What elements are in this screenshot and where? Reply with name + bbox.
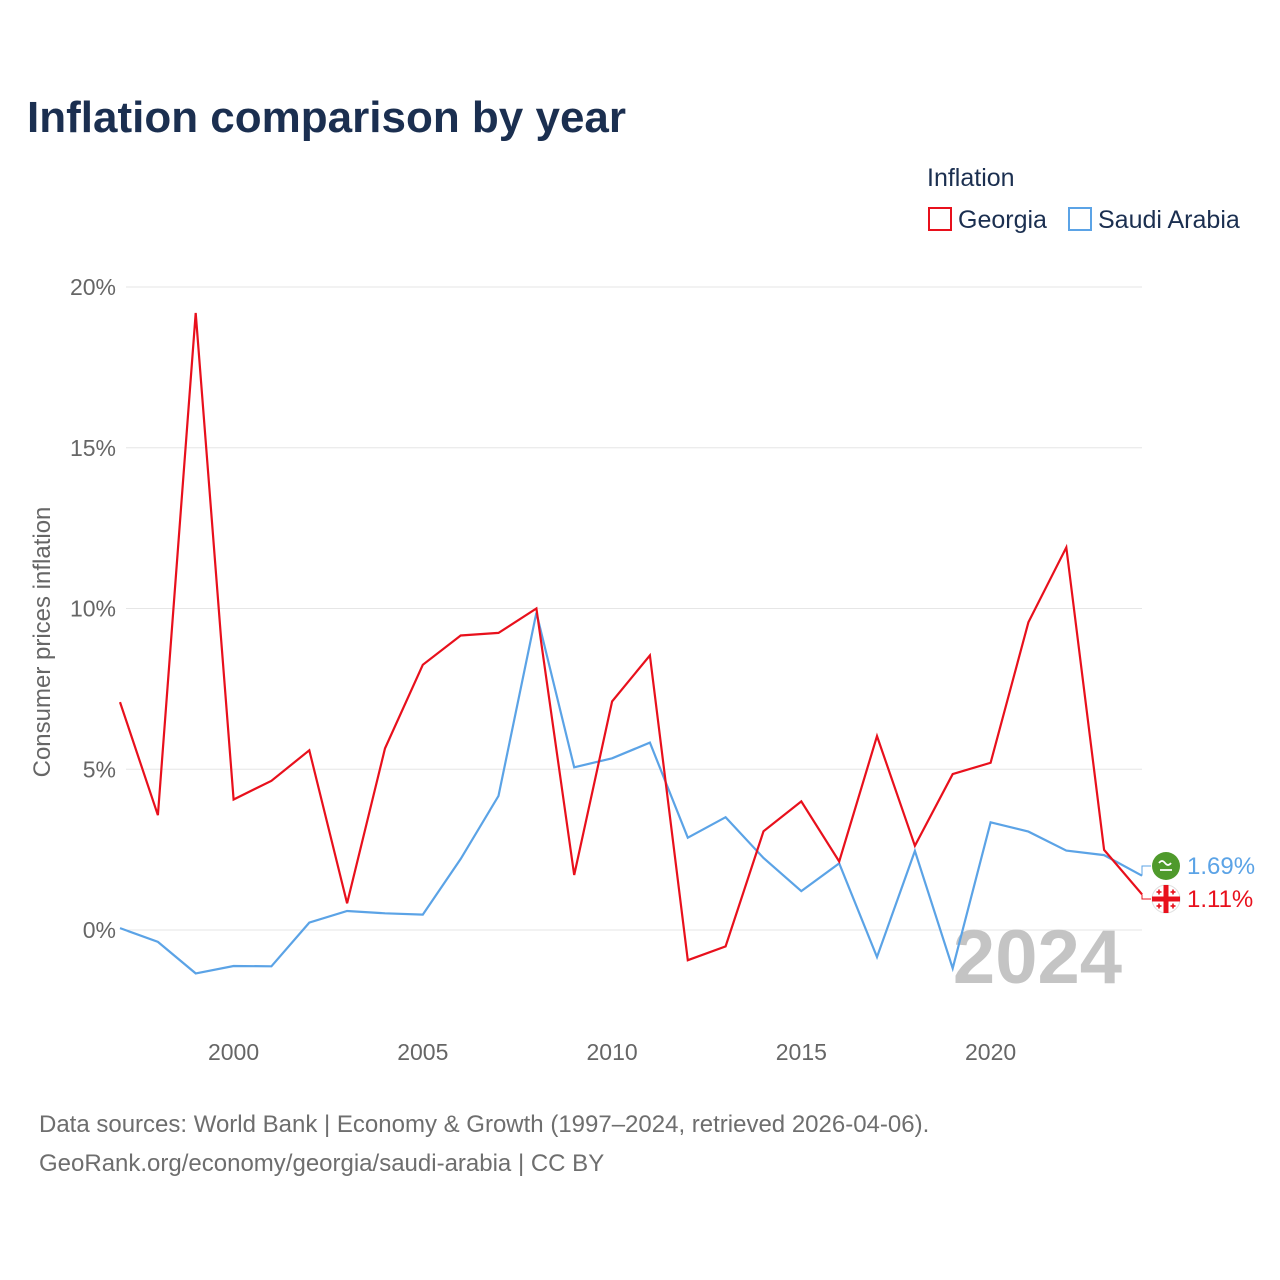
series-line-georgia[interactable]: [118, 312, 1143, 962]
legend-label-saudi-arabia[interactable]: Saudi Arabia: [1098, 206, 1240, 234]
series-lines: [118, 312, 1143, 975]
x-tick-label: 2000: [208, 1039, 259, 1065]
end-label-connector-saudi-arabia: [1141, 865, 1151, 876]
end-label-connector-georgia: [1141, 894, 1151, 900]
source-line: Data sources: World Bank | Economy & Gro…: [39, 1111, 929, 1138]
y-tick-label: 20%: [70, 274, 116, 300]
saudi-arabia-flag-icon: [1152, 852, 1180, 880]
y-tick-label: 0%: [83, 917, 116, 943]
y-tick-label: 5%: [83, 756, 116, 782]
legend-label-georgia[interactable]: Georgia: [958, 206, 1047, 234]
y-axis-label: Consumer prices inflation: [29, 507, 56, 778]
georgia-flag-icon: [1151, 884, 1181, 914]
legend-swatch-saudi-arabia[interactable]: [1068, 207, 1092, 231]
x-tick-label: 2020: [965, 1039, 1016, 1065]
gridlines: [126, 286, 1142, 931]
legend-swatch-georgia[interactable]: [928, 207, 952, 231]
x-tick-label: 2015: [776, 1039, 827, 1065]
x-tick-label: 2005: [397, 1039, 448, 1065]
x-axis-ticks: 2000 2005 2010 2015 2020: [208, 1039, 1016, 1065]
legend-title: Inflation: [927, 164, 1015, 192]
chart-title: Inflation comparison by year: [27, 93, 626, 142]
series-line-saudi-arabia[interactable]: [119, 612, 1143, 975]
source-url[interactable]: GeoRank.org/economy/georgia/saudi-arabia…: [39, 1150, 604, 1177]
end-label-saudi-arabia: 1.69%: [1187, 853, 1255, 880]
y-tick-label: 15%: [70, 435, 116, 461]
year-watermark: 2024: [953, 915, 1122, 1000]
y-axis-ticks: 0% 5% 10% 15% 20%: [70, 274, 116, 943]
y-tick-label: 10%: [70, 596, 116, 622]
end-labels: 1.11% 1.69%: [1141, 852, 1255, 914]
end-label-georgia: 1.11%: [1187, 886, 1253, 913]
x-tick-label: 2010: [586, 1039, 637, 1065]
legend[interactable]: Georgia Saudi Arabia: [928, 206, 1240, 234]
